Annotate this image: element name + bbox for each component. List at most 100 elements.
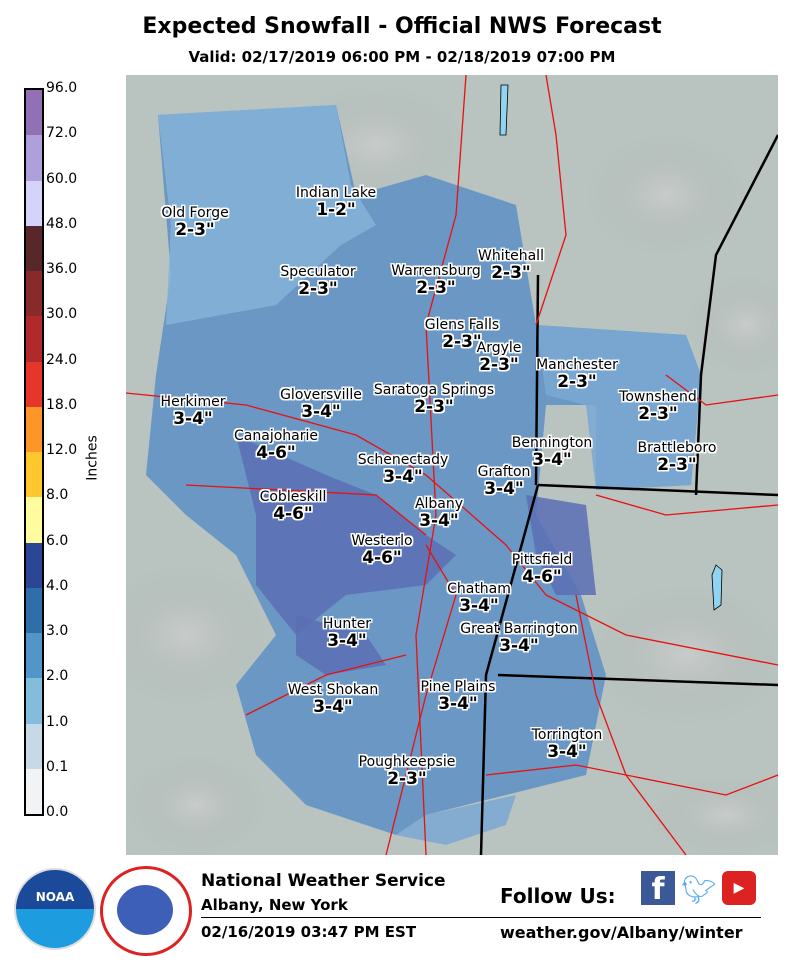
- place-name: Townshend: [619, 389, 697, 405]
- legend-tick-label: 0.1: [46, 758, 69, 775]
- snow-amount: 2-3": [387, 769, 427, 789]
- legend-tick-label: 18.0: [46, 396, 78, 413]
- snow-amount: 2-3": [638, 404, 678, 424]
- place-name: Herkimer: [160, 394, 226, 410]
- legend-swatch: [26, 542, 42, 588]
- snow-amount: 2-3": [298, 279, 338, 299]
- legend-unit-label: Inches: [84, 435, 101, 481]
- legend-tick-label: 72.0: [46, 125, 78, 142]
- place-label: Pittsfield 4-6": [512, 552, 573, 586]
- snow-amount: 3-4": [459, 596, 499, 616]
- place-name: Pittsfield: [511, 552, 573, 568]
- footer-divider: [201, 917, 761, 918]
- place-label: Grafton 3-4": [478, 464, 531, 498]
- snow-amount: 3-4": [532, 450, 572, 470]
- legend-tick-label: 96.0: [46, 80, 78, 96]
- snow-amount: 3-4": [327, 631, 367, 651]
- legend-tick-label: 12.0: [46, 442, 78, 458]
- place-name: Speculator: [280, 264, 356, 280]
- legend-swatch: [26, 135, 42, 181]
- legend-swatch: [26, 271, 42, 317]
- place-label: Glens Falls 2-3": [425, 317, 499, 351]
- noaa-logo-text: NOAA: [35, 890, 75, 904]
- place-label: Old Forge 2-3": [161, 205, 228, 239]
- winter-weather-link[interactable]: weather.gov/Albany/winter: [500, 923, 743, 942]
- legend-swatch: [26, 678, 42, 724]
- place-label: Indian Lake 1-2": [296, 185, 376, 219]
- place-name: Schenectady: [357, 452, 449, 468]
- place-name: Canajoharie: [234, 428, 318, 444]
- place-name: Hunter: [322, 616, 372, 632]
- facebook-icon[interactable]: f: [641, 871, 675, 907]
- place-name: West Shokan: [287, 682, 379, 698]
- place-label: West Shokan 3-4": [288, 682, 379, 716]
- place-name: Cobleskill: [259, 489, 327, 505]
- place-name: Poughkeepsie: [358, 754, 456, 770]
- place-label: Townshend 2-3": [619, 389, 697, 423]
- snow-amount: 4-6": [522, 567, 562, 587]
- snow-amount: 3-4": [438, 694, 478, 714]
- color-legend: [24, 88, 44, 816]
- legend-tick-label: 6.0: [46, 532, 69, 549]
- legend-tick-label: 30.0: [46, 306, 78, 323]
- legend-tick-label: 4.0: [46, 577, 69, 594]
- youtube-icon[interactable]: ▶: [722, 871, 756, 905]
- snowfall-map: Old Forge 2-3" Indian Lake 1-2" Speculator 2-…: [96, 74, 804, 856]
- lakes: [499, 84, 723, 611]
- map-terrain: [96, 74, 804, 856]
- place-name: Chatham: [447, 581, 511, 597]
- map-title: Expected Snowfall - Official NWS Forecas…: [142, 14, 662, 39]
- place-label: Bennington 3-4": [512, 435, 593, 469]
- place-name: Albany: [414, 496, 464, 512]
- place-label: Saratoga Springs 2-3": [374, 382, 494, 416]
- legend-tick-label: 48.0: [46, 215, 78, 232]
- place-label: Warrensburg 2-3": [391, 263, 480, 297]
- place-name: Manchester: [536, 357, 618, 373]
- legend-swatch: [26, 225, 42, 271]
- place-name: Indian Lake: [295, 185, 377, 201]
- snow-amount: 2-3": [479, 355, 519, 375]
- legend-tick-label: 24.0: [46, 351, 78, 368]
- highways: [125, 74, 779, 856]
- legend-tick-label: 1.0: [46, 713, 69, 730]
- twitter-icon[interactable]: 🐦︎: [681, 873, 717, 906]
- snow-amount: 3-4": [499, 636, 539, 656]
- legend-tick-label: 8.0: [46, 487, 69, 504]
- snow-amount: 2-3": [416, 278, 456, 298]
- place-label: Torrington 3-4": [532, 727, 603, 761]
- place-name: Old Forge: [161, 205, 229, 221]
- snow-amount: 4-6": [273, 504, 313, 524]
- snow-amount: 3-4": [301, 402, 341, 422]
- legend-swatch: [26, 587, 42, 633]
- place-label: Whitehall 2-3": [478, 248, 544, 282]
- snow-amount: 2-3": [175, 220, 215, 240]
- place-name: Great Barrington: [460, 621, 578, 637]
- legend-tick-label: 3.0: [46, 623, 69, 639]
- place-name: Bennington: [511, 435, 593, 451]
- place-label: Canajoharie 4-6": [234, 428, 318, 462]
- snow-amount: 3-4": [173, 409, 213, 429]
- place-label: Gloversville 3-4": [280, 387, 362, 421]
- place-label: Speculator 2-3": [280, 264, 355, 298]
- issued-time: 02/16/2019 03:47 PM EST: [201, 923, 417, 941]
- legend-swatch: [26, 768, 42, 814]
- legend-swatch: [26, 452, 42, 498]
- legend-tick-label: 36.0: [46, 261, 78, 277]
- place-label: Manchester 2-3": [536, 357, 618, 391]
- place-label: Chatham 3-4": [447, 581, 511, 615]
- legend-swatch: [26, 406, 42, 452]
- place-name: Argyle: [476, 340, 522, 356]
- legend-swatch: [26, 316, 42, 362]
- legend-swatch: [26, 90, 42, 136]
- snowfall-shading: [146, 105, 701, 845]
- place-label: Cobleskill 4-6": [260, 489, 327, 523]
- snow-amount: 4-6": [256, 443, 296, 463]
- place-label: Brattleboro 2-3": [638, 440, 717, 474]
- legend-tick-label: 0.0: [46, 804, 69, 820]
- place-label: Pine Plains 3-4": [421, 679, 496, 713]
- legend-swatch: [26, 361, 42, 407]
- place-name: Westerlo: [351, 533, 413, 549]
- place-name: Whitehall: [478, 248, 544, 264]
- noaa-logo: NOAA: [14, 868, 96, 950]
- place-label: Argyle 2-3": [477, 340, 522, 374]
